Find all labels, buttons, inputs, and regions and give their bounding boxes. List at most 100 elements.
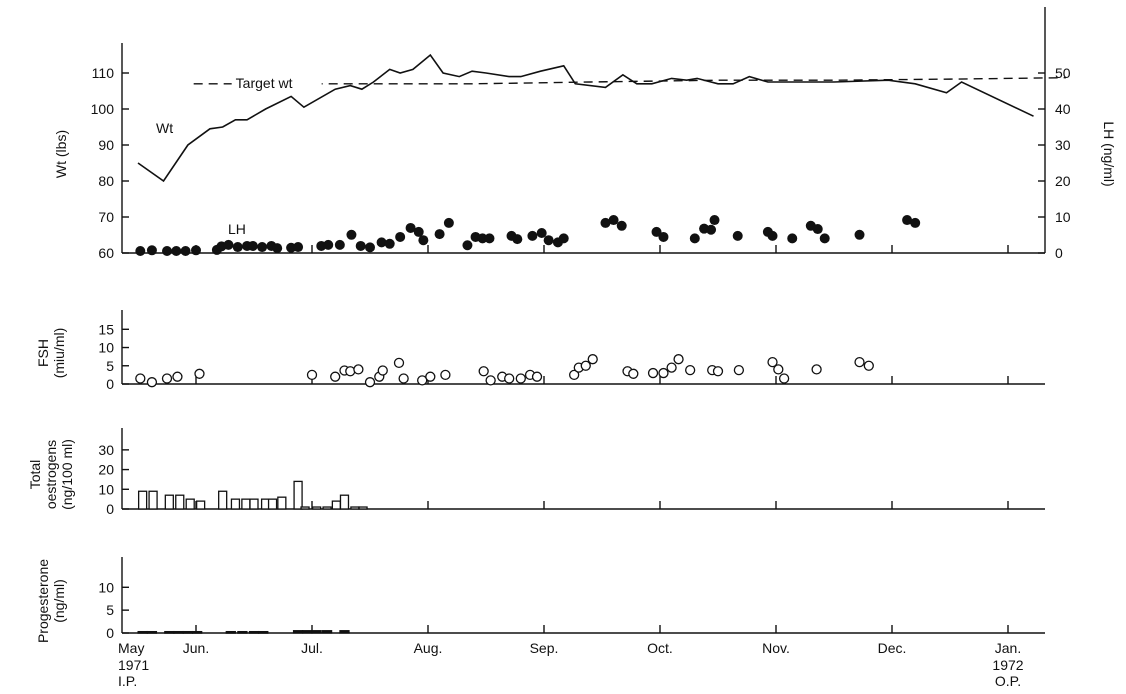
progesterone-bar xyxy=(311,630,322,634)
lh-series-label: LH xyxy=(228,221,246,237)
lh-point xyxy=(910,217,921,228)
lh-point xyxy=(616,220,627,231)
lh-point xyxy=(484,233,495,244)
oestrogen-bar xyxy=(339,494,350,510)
panel-weight-lh: 60 70 80 90 100 110 Wt (lbs) 0 10 20 30 40 50 LH (ng/… xyxy=(53,7,1117,261)
lh-point xyxy=(709,215,720,226)
lh-point xyxy=(384,238,395,249)
y-tick-label: 20 xyxy=(98,462,114,478)
oestrogen-bar xyxy=(164,494,174,510)
month-label: Nov. xyxy=(762,640,790,656)
fsh-point xyxy=(673,354,684,365)
fsh-point xyxy=(811,364,822,375)
y-axis-title-line: oestrogens xyxy=(43,440,59,509)
lh-point xyxy=(732,230,743,241)
oestrogen-bar xyxy=(267,498,278,510)
fsh-point xyxy=(587,354,598,365)
progesterone-bar xyxy=(225,630,236,634)
fsh-point xyxy=(515,373,526,384)
target-weight-label: Target wt xyxy=(236,75,293,91)
oestrogen-bar xyxy=(185,498,195,510)
fsh-point xyxy=(485,375,496,386)
y-axis-title-line: Progesterone xyxy=(35,559,51,643)
lh-point xyxy=(395,231,406,242)
lh-point xyxy=(223,239,234,250)
target-weight-line xyxy=(193,76,1067,85)
progesterone-bar xyxy=(146,630,158,634)
progesterone-bar xyxy=(182,630,194,634)
fsh-point xyxy=(172,371,183,382)
fsh-point xyxy=(425,371,436,382)
lh-point xyxy=(767,230,778,241)
right-y-axis-title: LH (ng/ml) xyxy=(1101,121,1117,186)
y-tick-label: 0 xyxy=(106,625,114,641)
right-y-tick-label: 20 xyxy=(1055,173,1071,189)
lh-point xyxy=(272,243,283,254)
year-label: 1971 xyxy=(118,657,149,673)
fsh-point xyxy=(712,366,724,377)
period-label: I.P. xyxy=(118,673,137,689)
oestrogen-bar xyxy=(230,498,241,510)
right-y-tick-label: 50 xyxy=(1055,65,1071,81)
weight-series-line xyxy=(137,53,1034,183)
y-tick-label: 30 xyxy=(98,442,114,458)
y-tick-label: 80 xyxy=(98,173,114,189)
fsh-point xyxy=(773,364,784,375)
progesterone-bar xyxy=(302,630,313,634)
progesterone-bar xyxy=(248,630,260,634)
oestrogen-bar xyxy=(322,506,332,510)
lh-point xyxy=(365,242,375,253)
lh-point xyxy=(232,242,243,253)
lh-point xyxy=(334,239,345,250)
lh-point xyxy=(323,239,334,250)
lh-point xyxy=(651,226,662,237)
fsh-point xyxy=(531,371,543,382)
lh-point xyxy=(600,217,611,228)
lh-point xyxy=(536,228,547,238)
y-tick-label: 100 xyxy=(91,101,115,117)
fsh-point xyxy=(398,373,409,384)
month-label: Jun. xyxy=(183,640,209,656)
lh-point xyxy=(787,233,798,244)
y-tick-label: 15 xyxy=(98,321,114,337)
fsh-point xyxy=(628,368,639,379)
lh-point xyxy=(512,234,523,245)
fsh-point xyxy=(767,356,778,368)
oestrogen-bar xyxy=(175,494,185,510)
lh-point xyxy=(418,235,429,246)
fsh-point xyxy=(863,360,874,371)
oestrogen-bar xyxy=(331,500,342,510)
lh-point xyxy=(191,245,201,256)
oestrogen-bar xyxy=(358,506,368,510)
y-axis-title-line: (ng/100 ml) xyxy=(59,439,75,510)
month-label: Aug. xyxy=(414,640,443,656)
lh-point xyxy=(902,215,913,226)
lh-point xyxy=(405,222,416,233)
period-label: O.P. xyxy=(995,673,1021,689)
y-axis-title: Wt (lbs) xyxy=(53,130,69,178)
oestrogen-bar xyxy=(218,490,228,510)
lh-point xyxy=(558,233,569,244)
y-tick-label: 0 xyxy=(106,501,114,517)
month-label: Sep. xyxy=(530,640,559,656)
lh-point xyxy=(293,242,304,253)
y-tick-label: 90 xyxy=(98,137,114,153)
fsh-point xyxy=(778,373,790,384)
right-y-tick-label: 10 xyxy=(1055,209,1071,225)
y-axis-title-line: (ng/ml) xyxy=(51,579,67,623)
fsh-point xyxy=(377,365,388,376)
fsh-point xyxy=(647,367,659,379)
lh-point xyxy=(706,224,717,235)
oestrogen-bar xyxy=(148,490,158,510)
month-label: Oct. xyxy=(647,640,673,656)
oestrogen-bar xyxy=(311,506,322,510)
y-axis-title-line: FSH xyxy=(35,339,51,367)
lh-point xyxy=(812,224,823,235)
lh-point xyxy=(608,215,619,226)
progesterone-bar xyxy=(339,630,350,634)
lh-point xyxy=(135,246,146,256)
progesterone-bar xyxy=(164,630,175,634)
lh-point xyxy=(443,217,454,228)
